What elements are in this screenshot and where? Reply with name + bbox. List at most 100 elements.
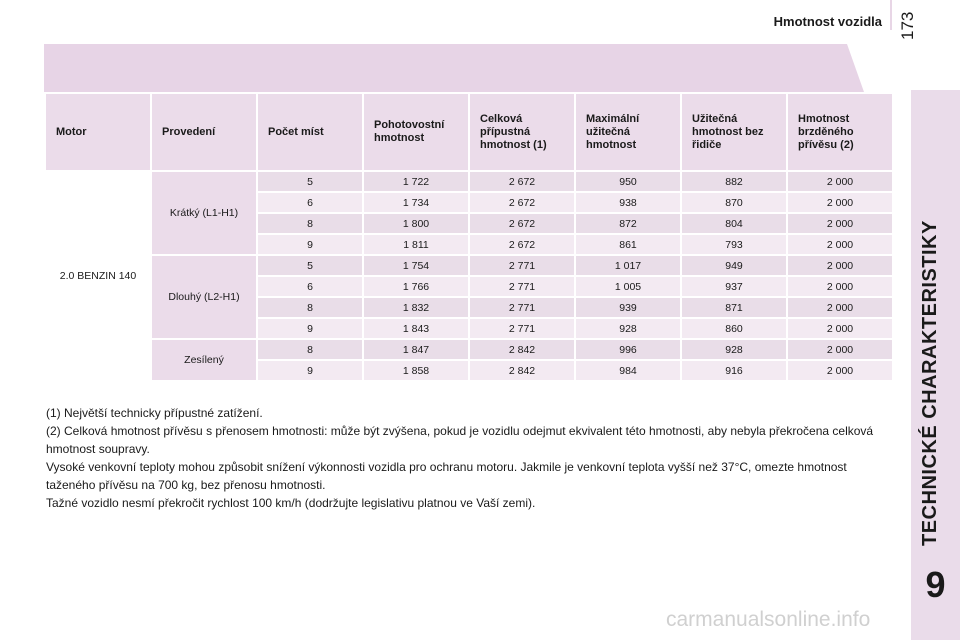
footnote-line: (1) Největší technicky přípustné zatížen… [46,406,263,420]
table-cell: 6 [258,193,362,212]
table-cell: 9 [258,235,362,254]
weight-table: Motor Provedení Počet míst Pohotovostní hmo… [44,92,894,382]
chapter-side-tab [911,90,960,640]
table-cell: 5 [258,256,362,275]
page-number: 173 [898,12,938,40]
table-cell: 1 017 [576,256,680,275]
column-header: Motor [46,94,150,170]
table-cell: 2 000 [788,361,892,380]
column-header: Celková přípustná hmotnost (1) [470,94,574,170]
table-cell: 2 000 [788,319,892,338]
footnote-line: Vysoké venkovní teploty mohou způsobit s… [46,460,847,492]
table-row: 2.0 BENZIN 140 Krátký (L1-H1) 5 1 722 2 672 9… [46,172,892,380]
table-cell: 2 842 [470,340,574,359]
table-cell: 928 [576,319,680,338]
column-header: Provedení [152,94,256,170]
table-header-row: Motor Provedení Počet míst Pohotovostní hmo… [46,94,892,170]
table-cell: 2 000 [788,277,892,296]
table-cell: 916 [682,361,786,380]
page-header-title: Hmotnost vozidla [773,14,882,29]
motor-cell: 2.0 BENZIN 140 [46,172,150,380]
table-cell: 804 [682,214,786,233]
header-divider [890,0,892,30]
table-cell: 2 771 [470,256,574,275]
table-cell: 860 [682,319,786,338]
table-cell: 1 843 [364,319,468,338]
table-cell: 2 771 [470,298,574,317]
table-cell: 928 [682,340,786,359]
table-cell: 1 722 [364,172,468,191]
table-cell: 9 [258,361,362,380]
table-cell: 1 800 [364,214,468,233]
table-cell: 870 [682,193,786,212]
table-cell: 1 005 [576,277,680,296]
table-cell: 939 [576,298,680,317]
table-cell: 2 000 [788,214,892,233]
table-cell: 2 672 [470,172,574,191]
table-cell: 8 [258,298,362,317]
table-cell: 5 [258,172,362,191]
table-cell: 2 672 [470,214,574,233]
watermark: carmanualsonline.info [666,608,871,631]
table-cell: 871 [682,298,786,317]
table-cell: 2 672 [470,235,574,254]
column-header: Pohotovostní hmotnost [364,94,468,170]
table-cell: 937 [682,277,786,296]
column-header: Počet míst [258,94,362,170]
table-cell: 2 000 [788,298,892,317]
chapter-number: 9 [925,564,946,605]
variant-cell: Krátký (L1-H1) [152,172,256,254]
table-cell: 793 [682,235,786,254]
chapter-title-text: TECHNICKÉ CHARAKTERISTIKY [919,220,941,546]
table-cell: 2 000 [788,193,892,212]
table-cell: 8 [258,340,362,359]
table-cell: 2 771 [470,277,574,296]
section-banner [44,44,864,92]
table-body: 2.0 BENZIN 140 Krátký (L1-H1) 5 1 722 2 672 9… [46,172,892,380]
chapter-title-vertical: TECHNICKÉ CHARAKTERISTIKY [919,220,942,546]
column-header: Hmotnost brzděného přívěsu (2) [788,94,892,170]
page-number-text: 173 [898,11,917,40]
table-cell: 2 842 [470,361,574,380]
table-cell: 949 [682,256,786,275]
footnote-line: Tažné vozidlo nesmí překročit rychlost 1… [46,496,536,510]
table-cell: 1 811 [364,235,468,254]
table-cell: 2 000 [788,235,892,254]
footnotes: (1) Největší technicky přípustné zatížen… [46,404,876,512]
table-cell: 6 [258,277,362,296]
table-cell: 872 [576,214,680,233]
table-cell: 950 [576,172,680,191]
table-cell: 1 766 [364,277,468,296]
table-cell: 2 000 [788,340,892,359]
table-cell: 1 734 [364,193,468,212]
table-cell: 1 858 [364,361,468,380]
table-cell: 1 847 [364,340,468,359]
table-row: Zesílený 8 1 847 2 842 996 928 2 000 [46,340,892,380]
table-cell: 2 000 [788,256,892,275]
table-cell: 882 [682,172,786,191]
table-cell: 2 000 [788,172,892,191]
table-cell: 1 754 [364,256,468,275]
table-cell: 1 832 [364,298,468,317]
table-cell: 9 [258,319,362,338]
table-cell: 861 [576,235,680,254]
table-row: Dlouhý (L2-H1) 5 1 754 2 771 1 017 949 2 000 [46,256,892,338]
table-cell: 938 [576,193,680,212]
variant-cell: Dlouhý (L2-H1) [152,256,256,338]
column-header: Maximální užitečná hmotnost [576,94,680,170]
variant-cell: Zesílený [152,340,256,380]
table-cell: 996 [576,340,680,359]
table-cell: 2 771 [470,319,574,338]
column-header: Užitečná hmotnost bez řidiče [682,94,786,170]
footnote-line: (2) Celková hmotnost přívěsu s přenosem … [46,424,874,456]
table-cell: 8 [258,214,362,233]
table-cell: 2 672 [470,193,574,212]
table-cell: 984 [576,361,680,380]
